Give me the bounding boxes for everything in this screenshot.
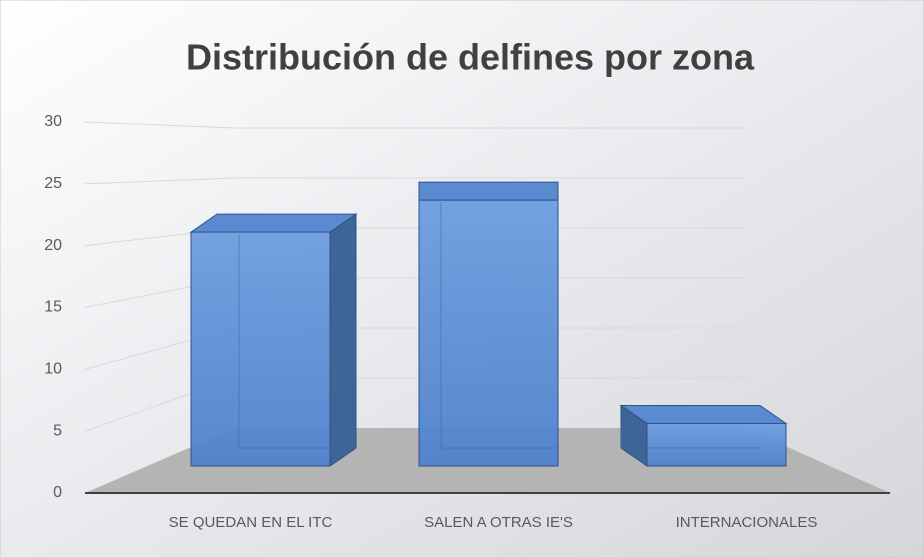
bar-top bbox=[418, 181, 559, 201]
x-tick-label: SALEN A OTRAS IE'S bbox=[424, 514, 573, 531]
grid-line bbox=[84, 121, 745, 129]
bar-edge bbox=[440, 202, 558, 449]
y-tick-label: 0 bbox=[53, 484, 62, 501]
y-tick-label: 15 bbox=[44, 299, 62, 316]
y-tick-label: 30 bbox=[44, 113, 62, 130]
bar bbox=[190, 231, 331, 467]
bar-edge bbox=[238, 234, 356, 449]
bar bbox=[646, 422, 787, 467]
chart-title: Distribución de delfines por zona bbox=[186, 37, 755, 78]
bar-top bbox=[619, 404, 788, 424]
y-tick-label: 10 bbox=[44, 361, 62, 378]
y-tick-label: 20 bbox=[44, 237, 62, 254]
bar-top bbox=[189, 213, 358, 233]
x-tick-label: SE QUEDAN EN EL ITC bbox=[169, 514, 333, 531]
y-tick-label: 25 bbox=[44, 175, 62, 192]
y-tick-label: 5 bbox=[53, 422, 62, 439]
bar-edge bbox=[620, 425, 760, 449]
grid-line bbox=[84, 177, 745, 185]
bar-side bbox=[329, 213, 357, 467]
bar bbox=[418, 199, 559, 467]
x-tick-label: INTERNACIONALES bbox=[676, 514, 818, 531]
